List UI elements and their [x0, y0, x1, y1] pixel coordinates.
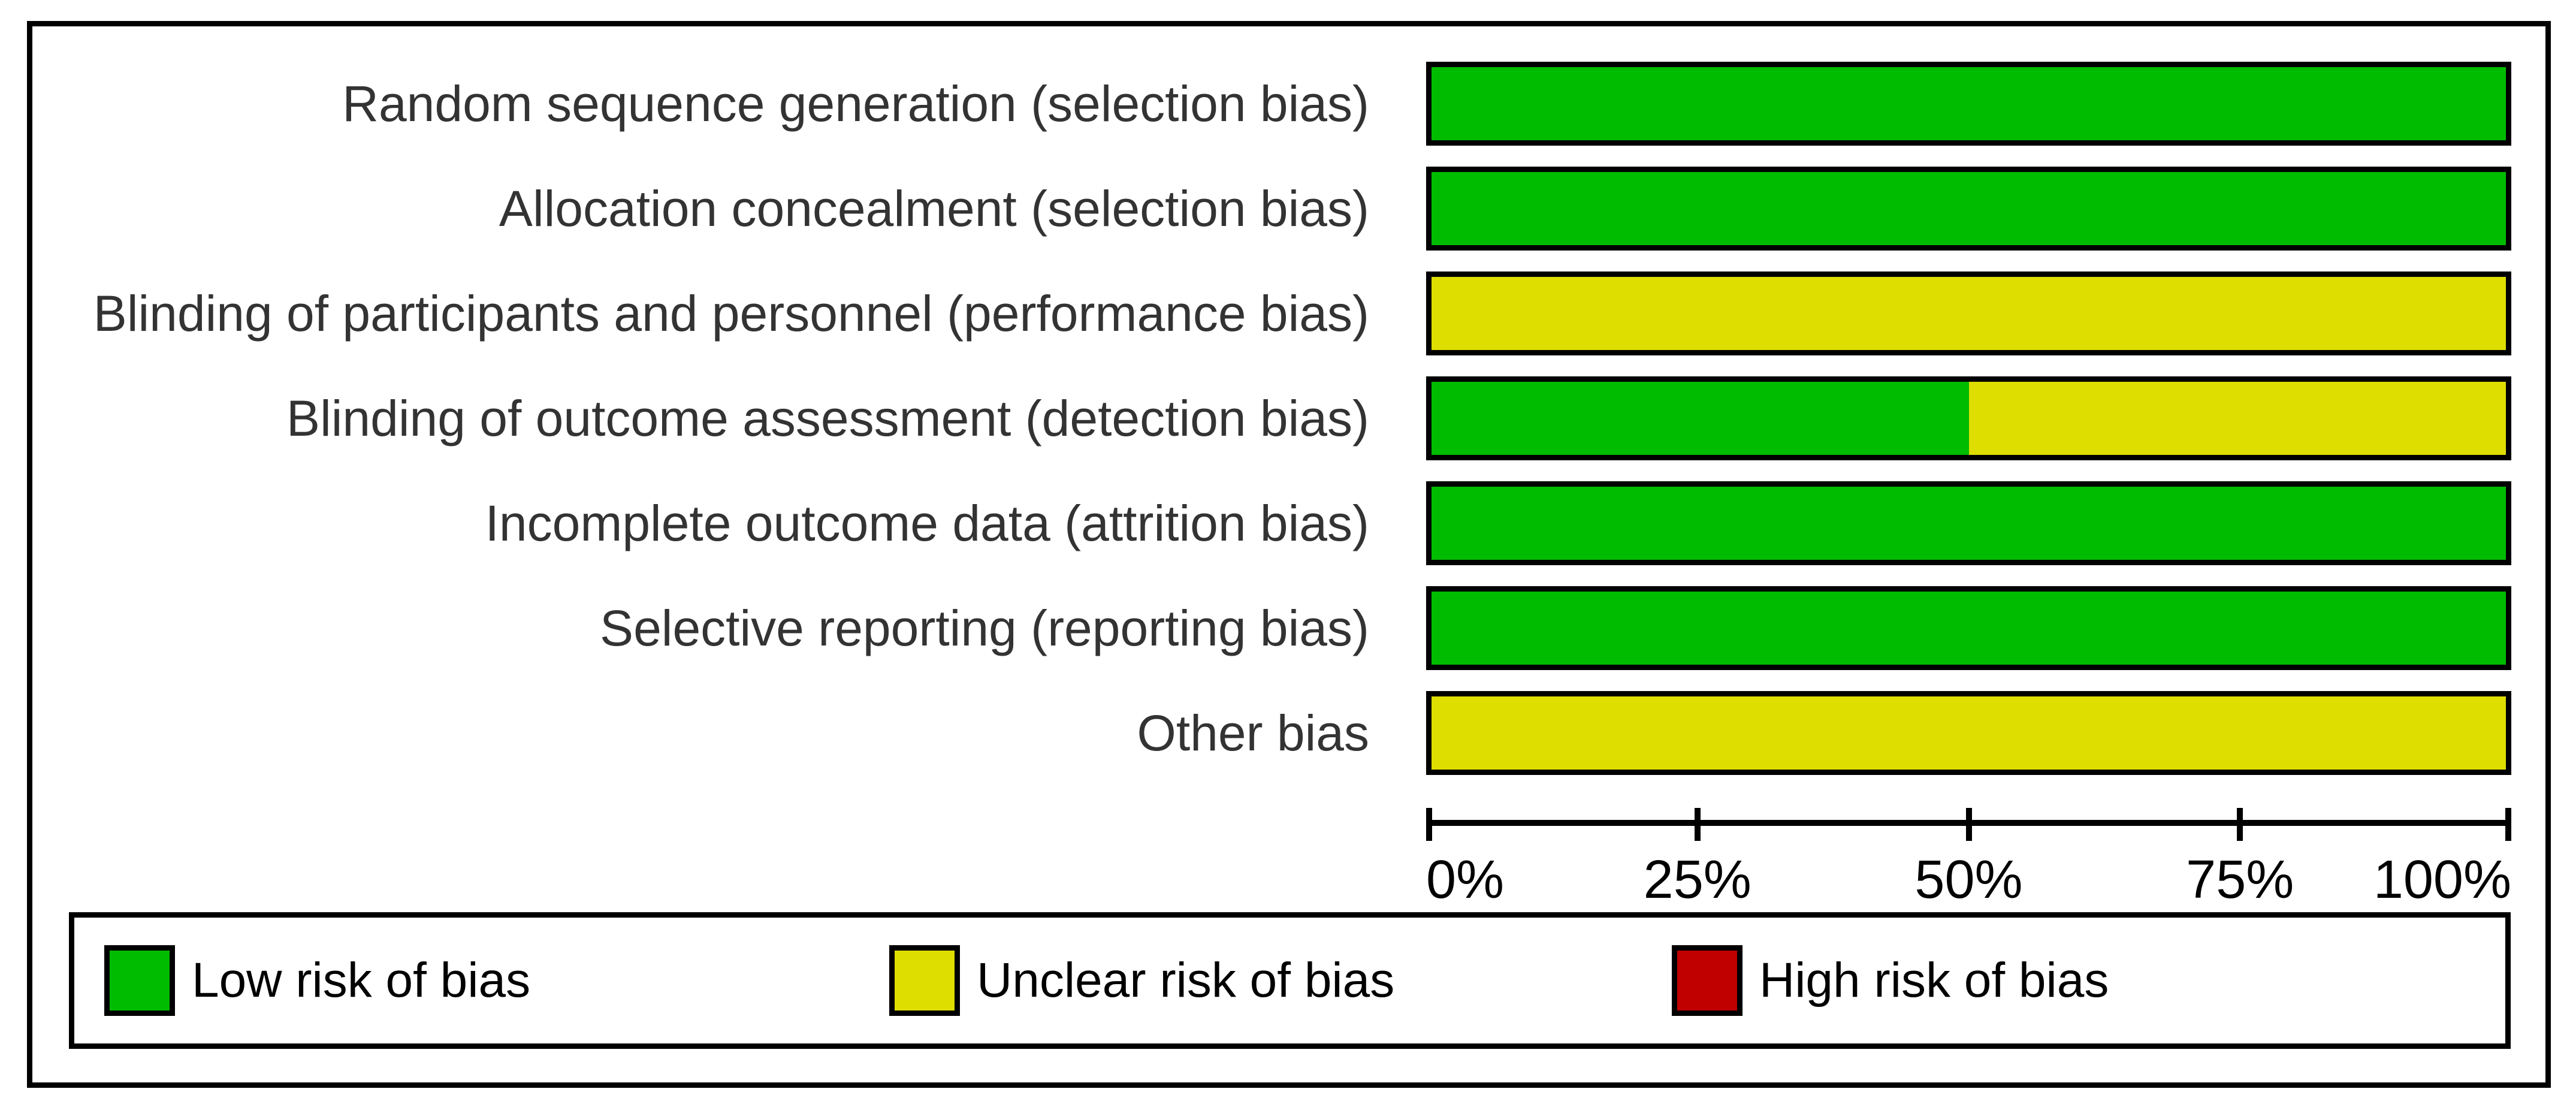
- bar-row: Random sequence generation (selection bi…: [0, 62, 2576, 146]
- legend-label-high-risk: High risk of bias: [1759, 953, 2109, 1008]
- tick-label-100: 100%: [2373, 850, 2511, 910]
- axis-tick-75: [2237, 808, 2243, 841]
- figure-border: [27, 21, 2551, 1088]
- row-label-allocation-concealment: Allocation concealment (selection bias): [499, 180, 1369, 237]
- bar-row: Blinding of outcome assessment (detectio…: [0, 376, 2576, 460]
- tick-label-50: 50%: [1914, 850, 2023, 910]
- legend-item-high-risk: High risk of bias: [1672, 918, 2109, 1043]
- bar-row: Selective reporting (reporting bias): [0, 586, 2576, 670]
- bar-row: Blinding of participants and personnel (…: [0, 272, 2576, 355]
- legend-label-low-risk: Low risk of bias: [192, 953, 531, 1008]
- axis-tick-50: [1965, 808, 1972, 841]
- x-axis-tick-labels: 0% 25% 50% 75% 100%: [1426, 850, 2511, 910]
- legend-item-low-risk: Low risk of bias: [104, 918, 530, 1043]
- row-label-other-bias: Other bias: [1137, 704, 1369, 761]
- tick-label-75: 75%: [2186, 850, 2294, 910]
- stacked-bar: [1426, 62, 2511, 146]
- legend-item-unclear-risk: Unclear risk of bias: [889, 918, 1394, 1043]
- stacked-bar: [1426, 376, 2511, 460]
- stacked-bar: [1426, 691, 2511, 775]
- bar-segment-low-risk-of-bias: [1432, 382, 1969, 455]
- axis-tick-25: [1694, 808, 1701, 841]
- legend-swatch-high-risk: [1672, 945, 1743, 1016]
- bar-segment-low-risk-of-bias: [1432, 172, 2506, 245]
- stacked-bar: [1426, 167, 2511, 251]
- bar-segment-low-risk-of-bias: [1432, 592, 2506, 665]
- stacked-bar: [1426, 272, 2511, 355]
- x-axis: [1426, 808, 2511, 841]
- bar-segment-unclear-risk-of-bias: [1432, 696, 2506, 770]
- stacked-bar: [1426, 586, 2511, 670]
- row-label-incomplete-outcome-data: Incomplete outcome data (attrition bias): [485, 494, 1369, 551]
- legend-swatch-low-risk: [104, 945, 175, 1016]
- row-label-blinding-participants-personnel: Blinding of participants and personnel (…: [93, 285, 1369, 342]
- tick-label-25: 25%: [1643, 850, 1751, 910]
- bar-segment-unclear-risk-of-bias: [1432, 277, 2506, 350]
- stacked-bar: [1426, 481, 2511, 565]
- bar-segment-unclear-risk-of-bias: [1968, 382, 2506, 455]
- row-label-random-sequence-generation: Random sequence generation (selection bi…: [342, 75, 1369, 132]
- legend-label-unclear-risk: Unclear risk of bias: [977, 953, 1395, 1008]
- bar-row: Other bias: [0, 691, 2576, 775]
- bar-segment-low-risk-of-bias: [1432, 67, 2506, 140]
- row-label-blinding-outcome-assessment: Blinding of outcome assessment (detectio…: [286, 390, 1369, 447]
- bar-row: Incomplete outcome data (attrition bias): [0, 481, 2576, 565]
- legend-box: Low risk of bias Unclear risk of bias Hi…: [69, 912, 2511, 1049]
- axis-tick-0: [1426, 808, 1432, 841]
- axis-tick-100: [2505, 808, 2511, 841]
- bar-segment-low-risk-of-bias: [1432, 487, 2506, 560]
- legend-swatch-unclear-risk: [889, 945, 960, 1016]
- row-label-selective-reporting: Selective reporting (reporting bias): [600, 599, 1369, 656]
- tick-label-0: 0%: [1426, 850, 1505, 910]
- bar-rows: Random sequence generation (selection bi…: [0, 62, 2576, 796]
- bar-row: Allocation concealment (selection bias): [0, 167, 2576, 251]
